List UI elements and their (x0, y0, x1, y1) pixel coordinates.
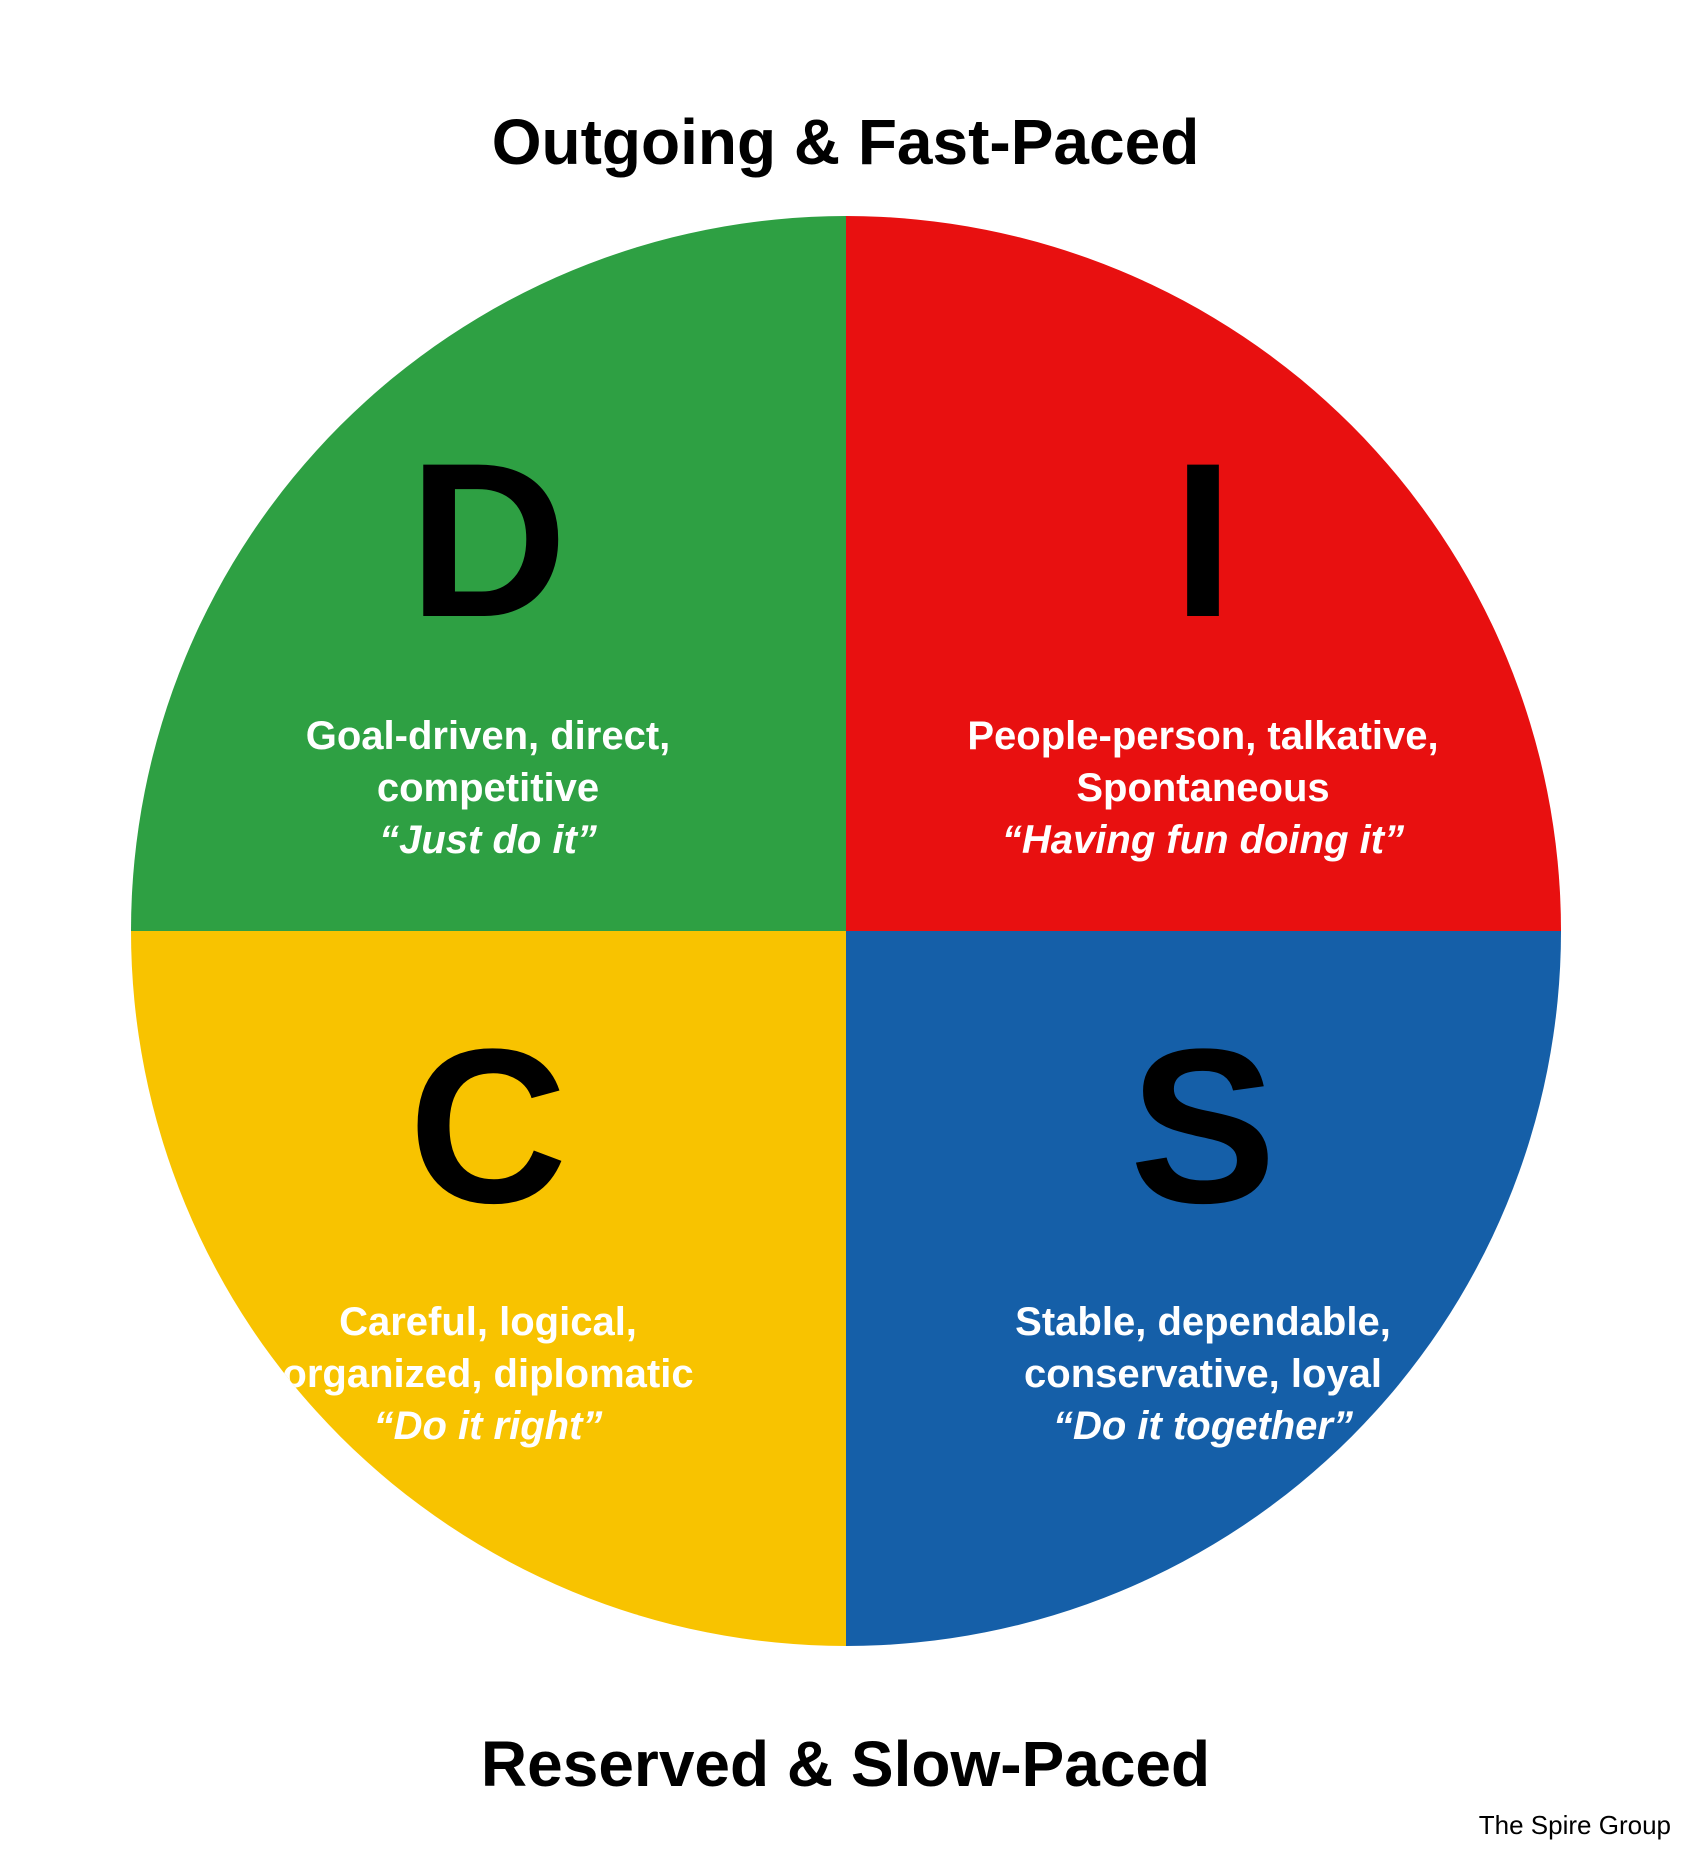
desc-s-line1: Stable, dependable, (1015, 1296, 1391, 1348)
desc-i-line1: People-person, talkative, (967, 710, 1438, 762)
desc-s: Stable, dependable, conservative, loyal … (995, 1296, 1411, 1452)
quadrant-c: C Careful, logical, organized, diplomati… (131, 931, 846, 1646)
quadrant-circle: D Goal-driven, direct, competitive “Just… (131, 216, 1561, 1646)
desc-s-line2: conservative, loyal (1015, 1348, 1391, 1400)
desc-d-line1: Goal-driven, direct, (306, 710, 671, 762)
axis-label-top: Outgoing & Fast-Paced (492, 105, 1200, 179)
desc-i: People-person, talkative, Spontaneous “H… (947, 710, 1458, 866)
desc-s-quote: “Do it together” (1015, 1400, 1391, 1452)
axis-label-bottom: Reserved & Slow-Paced (481, 1727, 1210, 1801)
desc-c-line2: organized, diplomatic (282, 1348, 693, 1400)
attribution-text: The Spire Group (1479, 1810, 1671, 1841)
desc-c: Careful, logical, organized, diplomatic … (262, 1296, 713, 1452)
quadrant-i: I People-person, talkative, Spontaneous … (846, 216, 1561, 931)
desc-c-quote: “Do it right” (282, 1400, 693, 1452)
letter-i: I (1172, 430, 1233, 650)
desc-i-line2: Spontaneous (967, 762, 1438, 814)
disc-diagram: Outgoing & Fast-Paced Reserved & Slow-Pa… (0, 0, 1691, 1861)
letter-d: D (409, 430, 568, 650)
quadrant-d: D Goal-driven, direct, competitive “Just… (131, 216, 846, 931)
desc-d-quote: “Just do it” (306, 814, 671, 866)
desc-d-line2: competitive (306, 762, 671, 814)
desc-c-line1: Careful, logical, (282, 1296, 693, 1348)
quadrant-s: S Stable, dependable, conservative, loya… (846, 931, 1561, 1646)
desc-i-quote: “Having fun doing it” (967, 814, 1438, 866)
letter-c: C (409, 1016, 568, 1236)
letter-s: S (1130, 1016, 1277, 1236)
desc-d: Goal-driven, direct, competitive “Just d… (286, 710, 691, 866)
